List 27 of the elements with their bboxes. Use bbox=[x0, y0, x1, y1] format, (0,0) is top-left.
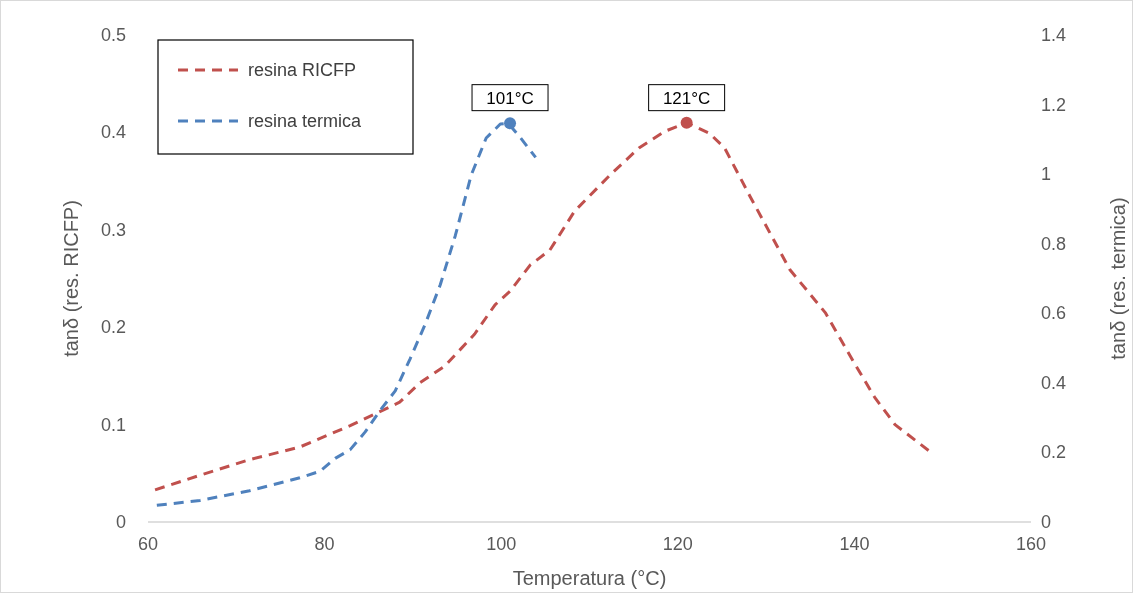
y-tick-label: 0.1 bbox=[100, 414, 126, 435]
y2-tick-label: 0 bbox=[1041, 512, 1052, 532]
y-tick-label: 0.5 bbox=[100, 25, 126, 45]
y-tick-label: 0 bbox=[115, 512, 126, 532]
y-tick-label: 0.2 bbox=[100, 317, 126, 338]
x-tick-label: 80 bbox=[314, 534, 335, 554]
y2-tick-label: 0.8 bbox=[1041, 233, 1067, 254]
y-tick-label: 0.4 bbox=[100, 122, 126, 143]
x-tick-label: 160 bbox=[1015, 534, 1047, 554]
y2-tick-label: 1.2 bbox=[1041, 94, 1067, 115]
annotation: 121°C bbox=[662, 88, 711, 108]
y-tick-label: 0.3 bbox=[100, 219, 126, 240]
legend-label: resina termica bbox=[248, 111, 363, 131]
annotation: 101°C bbox=[486, 88, 534, 108]
x-tick-label: 120 bbox=[662, 534, 693, 554]
y2-tick-label: 0.4 bbox=[1041, 372, 1067, 393]
x-tick-label: 60 bbox=[137, 534, 159, 554]
x-tick-label: 100 bbox=[486, 534, 517, 554]
legend-label: resina RICFP bbox=[248, 60, 357, 80]
x-axis-title: Temperatura (°C) bbox=[512, 567, 667, 589]
x-tick-label: 140 bbox=[839, 534, 870, 554]
y-axis-title: tanδ (res. RICFP) bbox=[60, 200, 82, 357]
y2-tick-label: 1 bbox=[1041, 164, 1052, 185]
y2-tick-label: 0.6 bbox=[1041, 303, 1067, 324]
y2-tick-label: 0.2 bbox=[1041, 442, 1067, 463]
y2-tick-label: 1.4 bbox=[1041, 25, 1067, 45]
y2-axis-title: tanδ (res. termica) bbox=[1107, 197, 1129, 360]
